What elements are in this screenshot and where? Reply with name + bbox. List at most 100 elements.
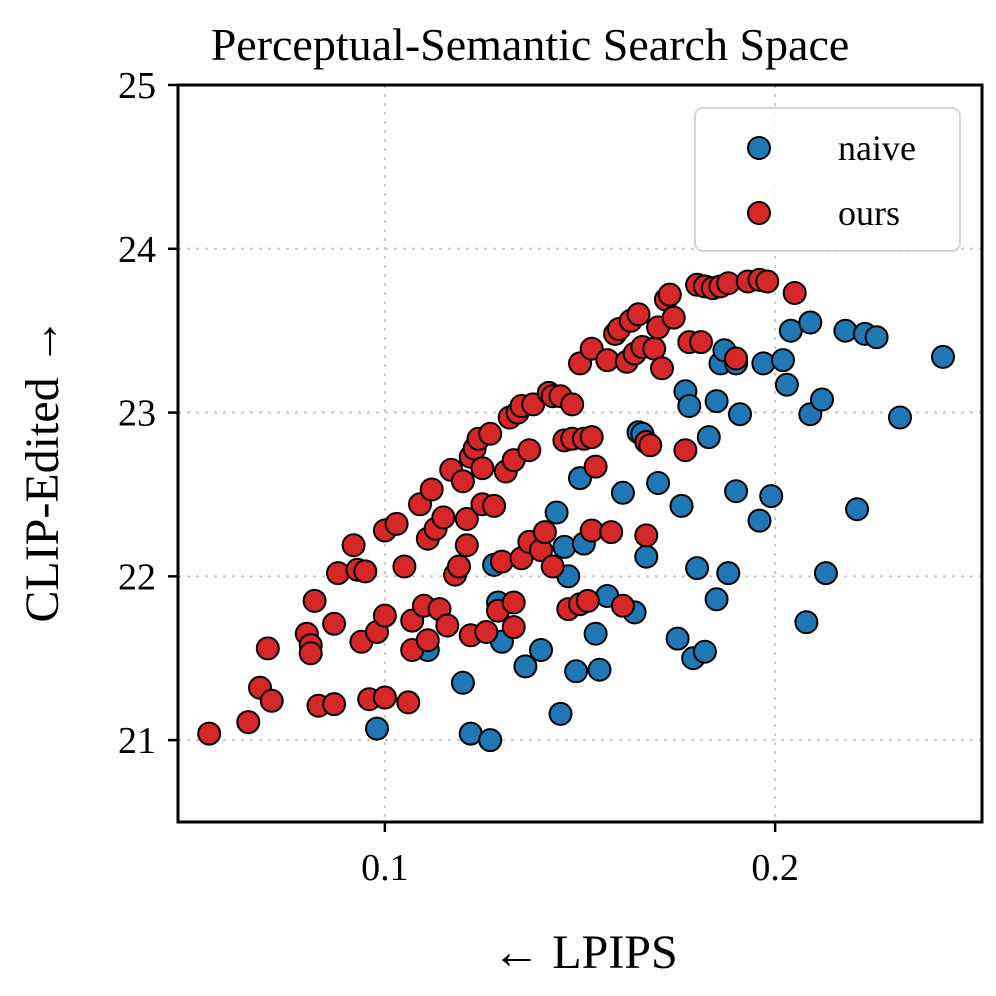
point-naive (548, 701, 573, 726)
point-ours (599, 520, 624, 545)
point-ours (657, 282, 682, 307)
point-ours (435, 613, 460, 638)
x-tick-label: 0.2 (751, 847, 799, 889)
point-ours (650, 356, 674, 381)
chart-title: Perceptual-Semantic Search Space (211, 19, 850, 70)
point-naive (450, 670, 475, 695)
point-ours (517, 438, 542, 463)
legend-marker-ours (747, 201, 771, 225)
point-naive (888, 405, 912, 430)
point-ours (540, 554, 565, 579)
point-naive (774, 372, 799, 397)
point-ours (501, 590, 526, 615)
y-tick-label: 22 (118, 556, 156, 598)
point-ours (579, 425, 604, 450)
point-ours (673, 438, 698, 463)
x-tick-label: 0.1 (361, 847, 409, 889)
point-ours (583, 454, 608, 479)
point-ours (372, 603, 397, 628)
point-ours (419, 477, 444, 502)
point-ours (236, 710, 261, 735)
point-naive (677, 394, 702, 418)
point-ours (384, 511, 409, 536)
point-ours (634, 523, 659, 548)
point-naive (833, 318, 858, 343)
point-ours (689, 330, 713, 355)
axis-ticks: 0.1 0.2 21 22 23 24 25 (118, 65, 799, 889)
point-ours (478, 421, 503, 446)
point-ours (302, 588, 327, 613)
point-ours (454, 533, 479, 558)
point-naive (669, 493, 694, 518)
point-ours (447, 554, 471, 579)
legend-box (694, 107, 961, 252)
point-naive (564, 659, 589, 684)
point-ours (454, 507, 479, 531)
point-naive (716, 561, 741, 586)
point-naive (478, 728, 503, 753)
data-points (197, 267, 955, 753)
point-naive (692, 639, 717, 664)
point-naive (845, 497, 870, 522)
point-ours (724, 346, 749, 371)
point-ours (392, 554, 417, 579)
point-ours (298, 641, 323, 666)
point-naive (685, 556, 710, 581)
point-naive (728, 402, 752, 427)
y-tick-label: 24 (118, 229, 156, 271)
point-ours (470, 456, 495, 481)
x-axis-label: ← LPIPS (492, 926, 677, 979)
point-naive (365, 716, 389, 741)
legend: naive ours (694, 107, 961, 252)
point-ours (532, 520, 557, 545)
point-ours (626, 302, 651, 327)
point-naive (747, 508, 772, 533)
point-naive (794, 610, 819, 635)
point-naive (931, 344, 955, 369)
point-ours (396, 690, 421, 715)
point-ours (322, 611, 347, 636)
point-ours (353, 559, 378, 584)
point-naive (771, 348, 795, 373)
point-naive (759, 484, 784, 509)
point-naive (813, 561, 838, 586)
point-ours (341, 533, 366, 558)
point-naive (810, 387, 834, 412)
point-naive (587, 657, 612, 682)
point-naive (751, 351, 776, 376)
point-naive (665, 626, 690, 651)
point-naive (696, 425, 721, 450)
y-tick-label: 25 (118, 65, 156, 107)
point-ours (638, 433, 663, 458)
point-naive (583, 621, 608, 646)
point-ours (610, 593, 635, 618)
y-axis-label: CLIP-Edited → (16, 317, 69, 622)
point-ours (661, 305, 686, 330)
point-ours (501, 615, 526, 640)
legend-marker-naive (747, 136, 771, 160)
point-ours (431, 505, 456, 530)
point-naive (544, 500, 569, 525)
point-ours (255, 636, 280, 661)
point-ours (755, 269, 780, 294)
point-naive (552, 534, 577, 559)
point-ours (372, 685, 397, 710)
point-ours (575, 588, 600, 613)
legend-label-naive: naive (838, 128, 916, 168)
point-ours (415, 628, 440, 653)
point-ours (489, 549, 514, 574)
point-ours (482, 493, 507, 518)
point-ours (474, 620, 499, 644)
point-ours (259, 688, 284, 713)
point-ours (560, 392, 585, 417)
point-naive (724, 479, 749, 504)
point-naive (529, 638, 553, 662)
point-naive (798, 310, 823, 335)
point-ours (450, 469, 475, 494)
point-naive (704, 587, 729, 612)
point-ours (326, 561, 350, 586)
point-naive (513, 654, 538, 679)
point-ours (197, 721, 222, 746)
y-tick-label: 21 (118, 720, 156, 762)
